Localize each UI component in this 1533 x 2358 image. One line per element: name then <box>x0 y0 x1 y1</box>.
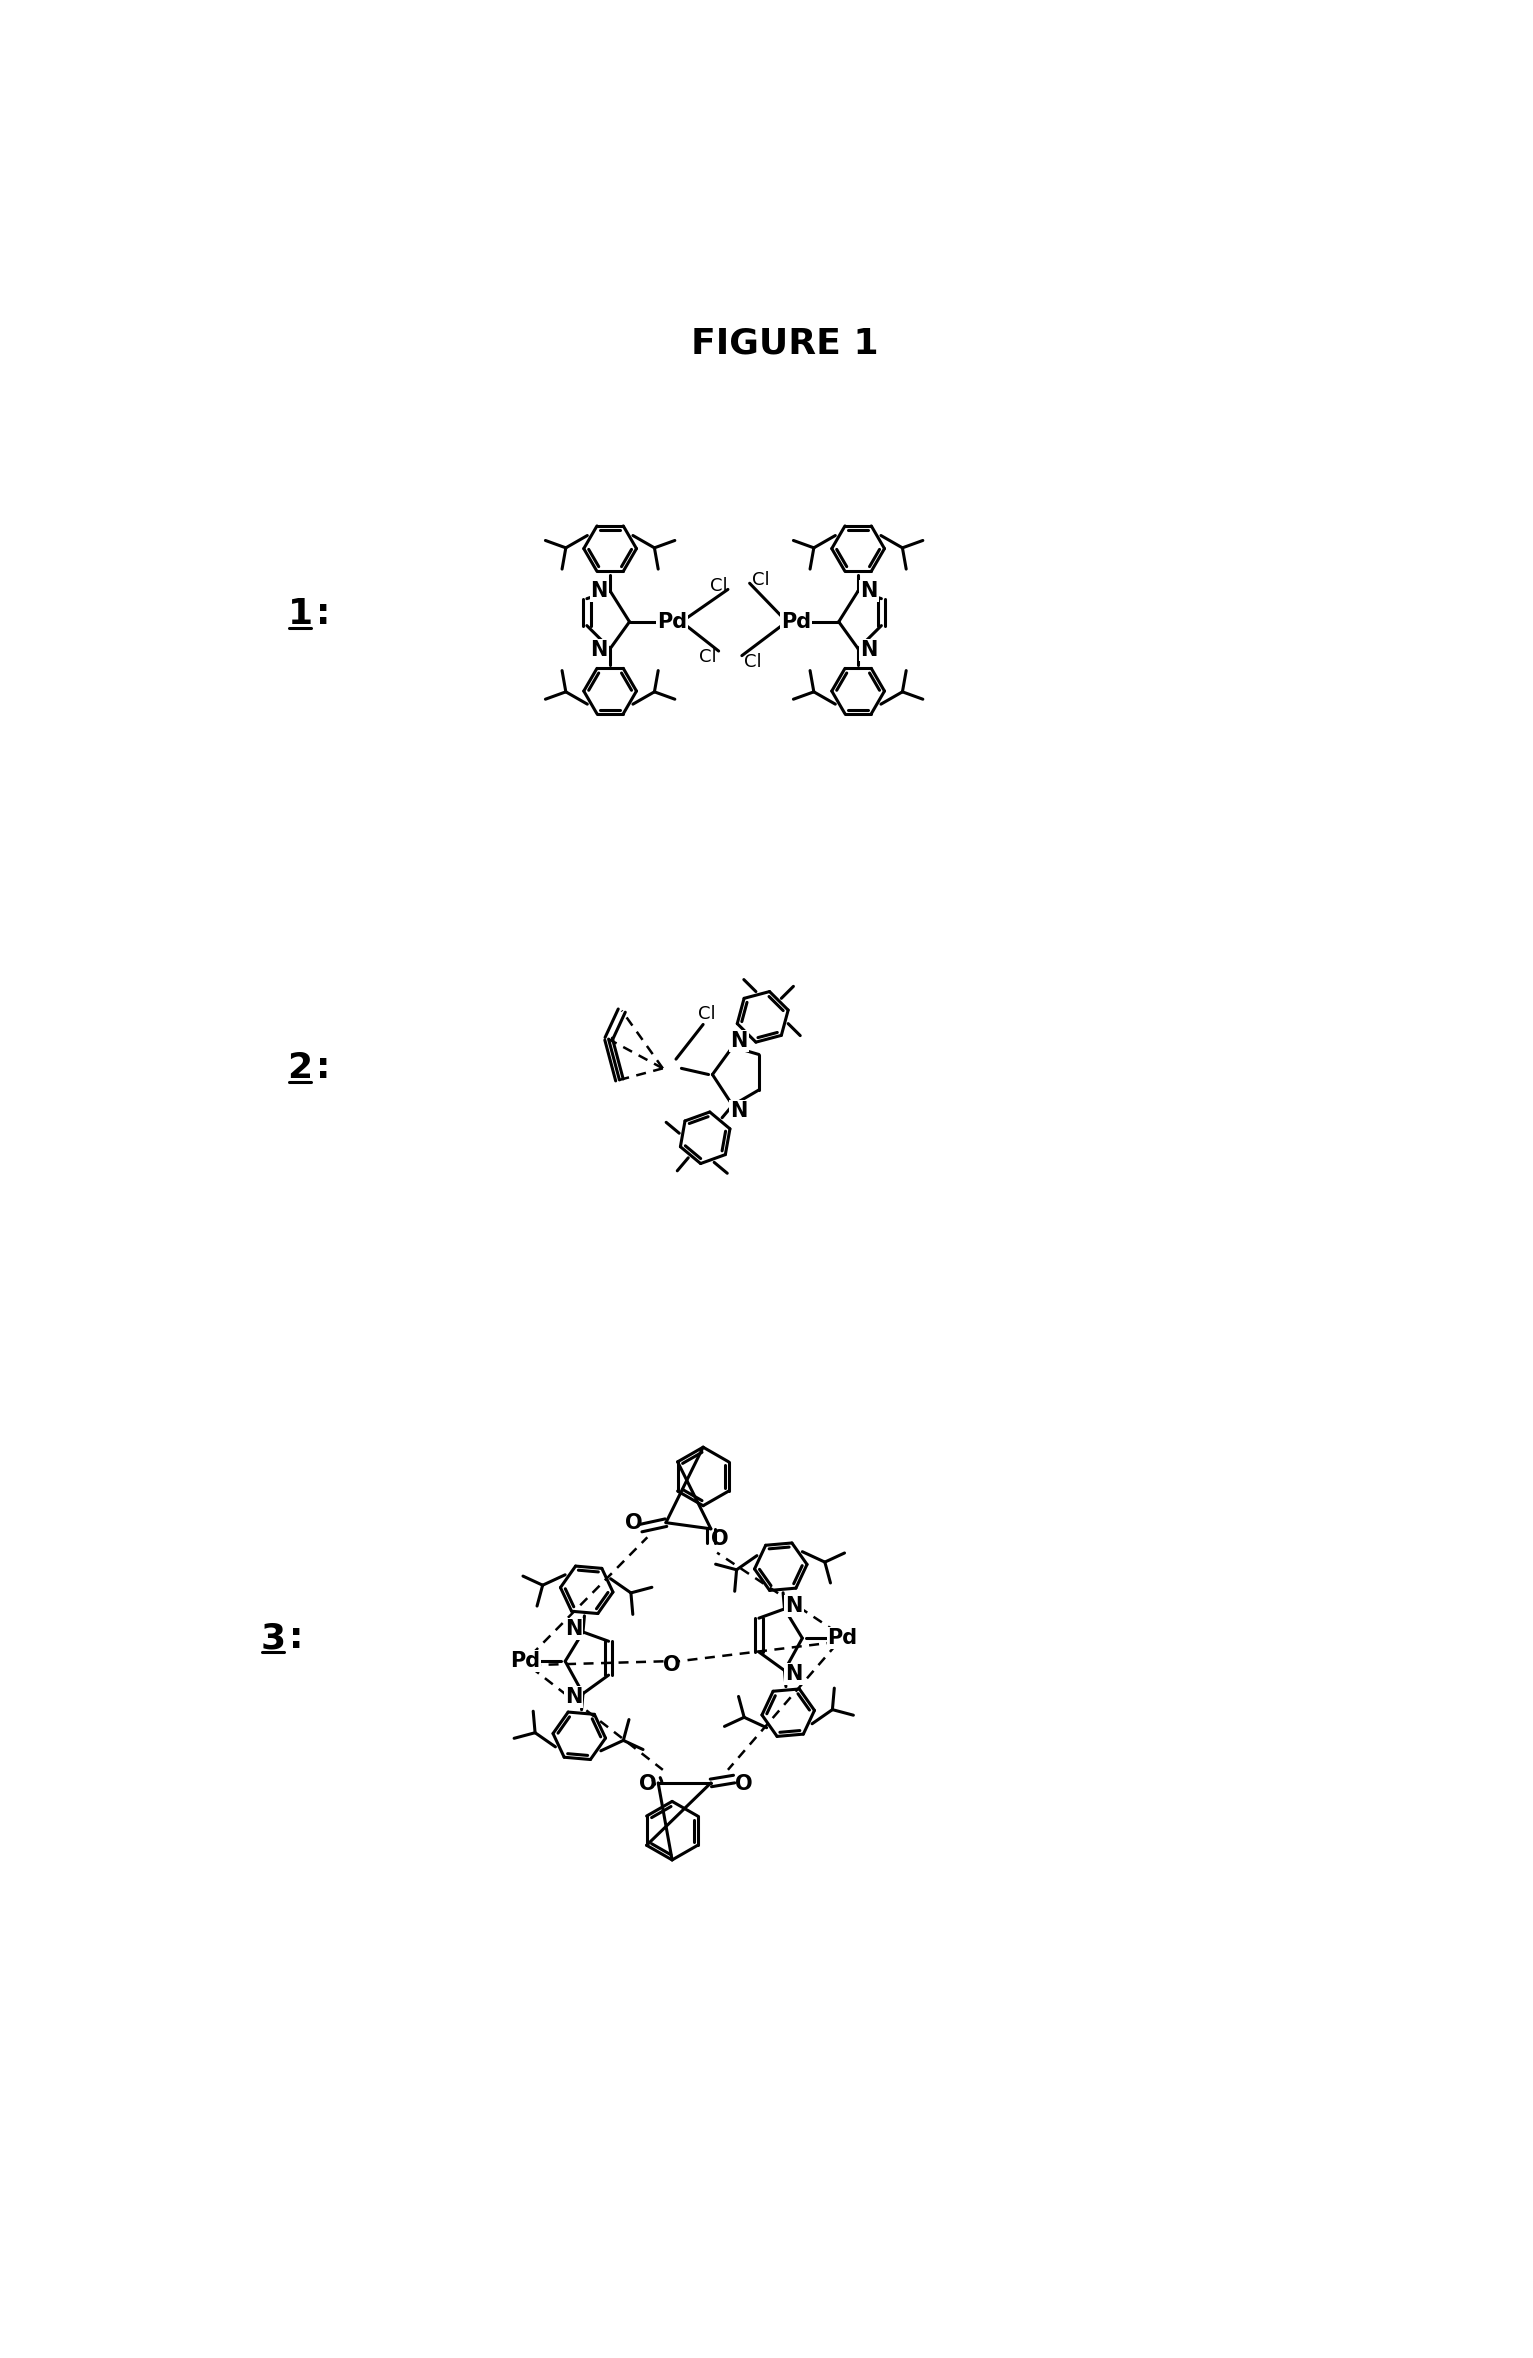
Text: Pd: Pd <box>828 1627 857 1648</box>
Text: Cl: Cl <box>744 653 762 670</box>
Text: :: : <box>316 1052 331 1085</box>
Text: 3: 3 <box>261 1622 285 1655</box>
Text: N: N <box>590 580 609 601</box>
Text: Pd: Pd <box>780 611 811 632</box>
Text: :: : <box>290 1622 304 1655</box>
Text: N: N <box>730 1030 748 1052</box>
Text: N: N <box>785 1665 802 1684</box>
Text: N: N <box>730 1101 748 1122</box>
Text: Cl: Cl <box>751 571 770 590</box>
Text: 1: 1 <box>288 597 313 632</box>
Text: N: N <box>566 1686 583 1707</box>
Text: N: N <box>860 580 878 601</box>
Text: N: N <box>785 1596 802 1615</box>
Text: :: : <box>316 597 331 632</box>
Text: Cl: Cl <box>698 1005 716 1023</box>
Text: N: N <box>590 641 609 660</box>
Text: N: N <box>860 641 878 660</box>
Text: Pd: Pd <box>658 611 687 632</box>
Text: Cl: Cl <box>710 578 728 594</box>
Text: O: O <box>664 1655 681 1674</box>
Text: Cl: Cl <box>699 648 716 667</box>
Text: FIGURE 1: FIGURE 1 <box>691 325 878 361</box>
Text: 2: 2 <box>288 1052 313 1085</box>
Text: Pd: Pd <box>510 1651 540 1672</box>
Text: O: O <box>624 1514 642 1533</box>
Text: O: O <box>639 1773 656 1794</box>
Text: O: O <box>711 1528 730 1549</box>
Text: O: O <box>734 1773 753 1794</box>
Text: N: N <box>566 1620 583 1639</box>
